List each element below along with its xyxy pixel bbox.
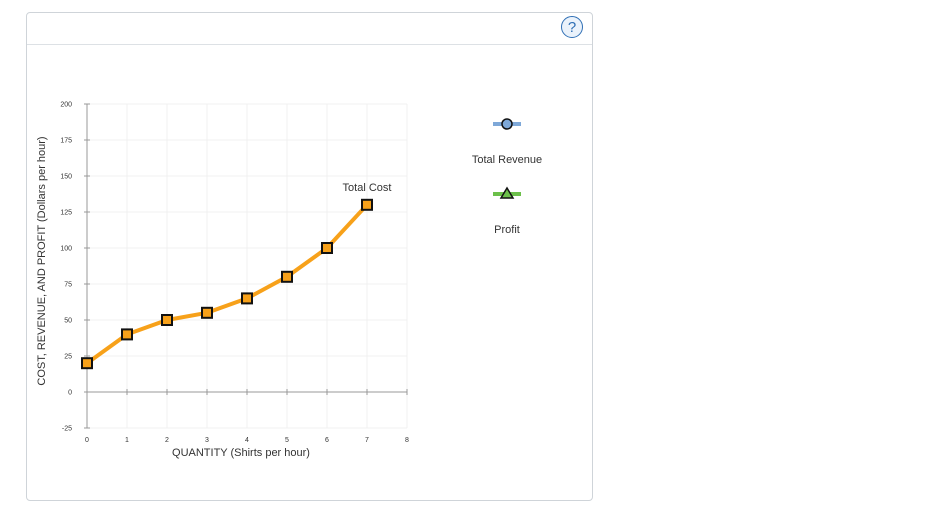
x-tick-label: 8 bbox=[405, 437, 409, 444]
x-tick-label: 1 bbox=[125, 437, 129, 444]
x-axis-label: QUANTITY (Shirts per hour) bbox=[172, 447, 310, 459]
legend-label: Total Revenue bbox=[472, 154, 542, 166]
data-point bbox=[81, 357, 93, 370]
legend: Total Revenue Profit bbox=[472, 118, 542, 236]
y-tick-label: 200 bbox=[60, 102, 72, 109]
y-tick-label: 0 bbox=[68, 390, 72, 397]
x-tick-label: 5 bbox=[285, 437, 289, 444]
series-label: Total Cost bbox=[343, 182, 392, 194]
y-tick-label: 150 bbox=[60, 174, 72, 181]
x-tick-label: 7 bbox=[365, 437, 369, 444]
x-tick-label: 2 bbox=[165, 437, 169, 444]
graph-panel bbox=[26, 12, 593, 501]
data-point bbox=[201, 306, 213, 319]
x-tick-label: 0 bbox=[85, 437, 89, 444]
data-point bbox=[241, 292, 253, 305]
panel-header bbox=[27, 13, 592, 45]
x-tick-label: 6 bbox=[325, 437, 329, 444]
data-point bbox=[281, 270, 293, 283]
help-button[interactable]: ? bbox=[561, 16, 583, 38]
y-tick-label: 125 bbox=[60, 210, 72, 217]
y-tick-label: 100 bbox=[60, 246, 72, 253]
data-point bbox=[121, 328, 133, 341]
x-tick-label: 4 bbox=[245, 437, 249, 444]
x-tick-label: 3 bbox=[205, 437, 209, 444]
legend-marker bbox=[499, 186, 515, 199]
y-axis-label: COST, REVENUE, AND PROFIT (Dollars per h… bbox=[36, 136, 48, 385]
data-point bbox=[161, 314, 173, 326]
y-tick-label: 75 bbox=[64, 282, 72, 289]
y-tick-label: 25 bbox=[64, 354, 72, 361]
axes bbox=[84, 103, 408, 429]
tick-labels: 0 1 2 3 4 5 6 7 8 -25 0 25 50 75 100 125 150 175 200 bbox=[60, 102, 409, 445]
legend-marker bbox=[501, 118, 513, 130]
y-tick-label: 175 bbox=[60, 138, 72, 145]
series-layer: Total Cost bbox=[81, 182, 392, 370]
y-tick-label: 50 bbox=[64, 318, 72, 325]
grid bbox=[86, 103, 408, 429]
data-point bbox=[361, 198, 373, 211]
series-line bbox=[85, 203, 369, 365]
data-point bbox=[321, 242, 333, 254]
y-tick-label: -25 bbox=[62, 426, 72, 433]
legend-label: Profit bbox=[494, 224, 520, 236]
